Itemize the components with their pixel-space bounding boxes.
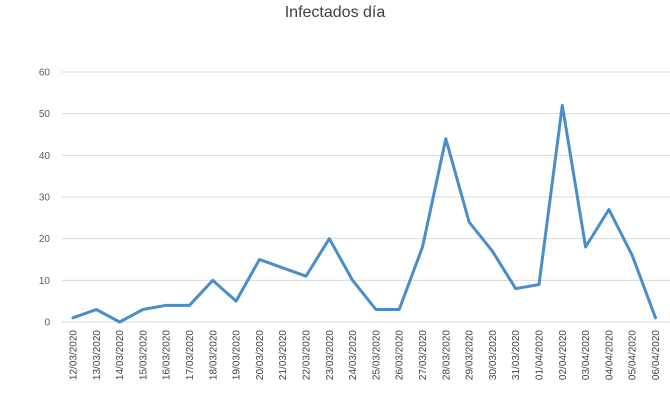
x-tick-label: 28/03/2020 [441,330,452,380]
x-tick-label: 19/03/2020 [232,330,243,380]
series-line [71,103,657,324]
x-tick-label: 21/03/2020 [278,330,289,380]
y-tick-label: 0 [44,318,50,329]
y-tick-label: 30 [39,193,51,204]
x-tick-label: 16/03/2020 [162,330,173,380]
x-tick-label: 29/03/2020 [465,330,476,380]
x-tick-label: 31/03/2020 [511,330,522,380]
gridlines [62,71,670,323]
data-points [71,103,658,324]
x-tick-label: 26/03/2020 [395,330,406,380]
series-group [71,103,657,324]
x-tick-label: 23/03/2020 [325,330,336,380]
x-tick-label: 13/03/2020 [92,330,103,380]
x-tick-label: 24/03/2020 [348,330,359,380]
y-tick-label: 10 [39,276,51,287]
chart-title: Infectados día [284,4,386,21]
x-tick-label: 14/03/2020 [115,330,126,380]
x-tick-label: 18/03/2020 [208,330,219,380]
x-tick-label: 03/04/2020 [581,330,592,380]
x-tick-label: 02/04/2020 [558,330,569,380]
x-tick-label: 06/04/2020 [651,330,662,380]
x-tick-label: 04/04/2020 [604,330,615,380]
x-tick-label: 25/03/2020 [371,330,382,380]
x-tick-label: 05/04/2020 [628,330,639,380]
x-tick-label: 22/03/2020 [302,330,313,380]
y-tick-label: 60 [39,68,51,79]
y-tick-label: 40 [39,151,51,162]
x-tick-label: 01/04/2020 [535,330,546,380]
x-tick-label: 20/03/2020 [255,330,266,380]
x-tick-label: 27/03/2020 [418,330,429,380]
x-tick-label: 15/03/2020 [138,330,149,380]
x-tick-label: 12/03/2020 [69,330,80,380]
y-axis: 0 10 20 30 40 50 60 [39,68,51,329]
x-axis: 12/03/2020 13/03/2020 14/03/2020 15/03/2020… [69,330,663,380]
x-tick-label: 30/03/2020 [488,330,499,380]
y-tick-label: 50 [39,109,51,120]
y-tick-label: 20 [39,234,51,245]
x-tick-label: 17/03/2020 [185,330,196,380]
